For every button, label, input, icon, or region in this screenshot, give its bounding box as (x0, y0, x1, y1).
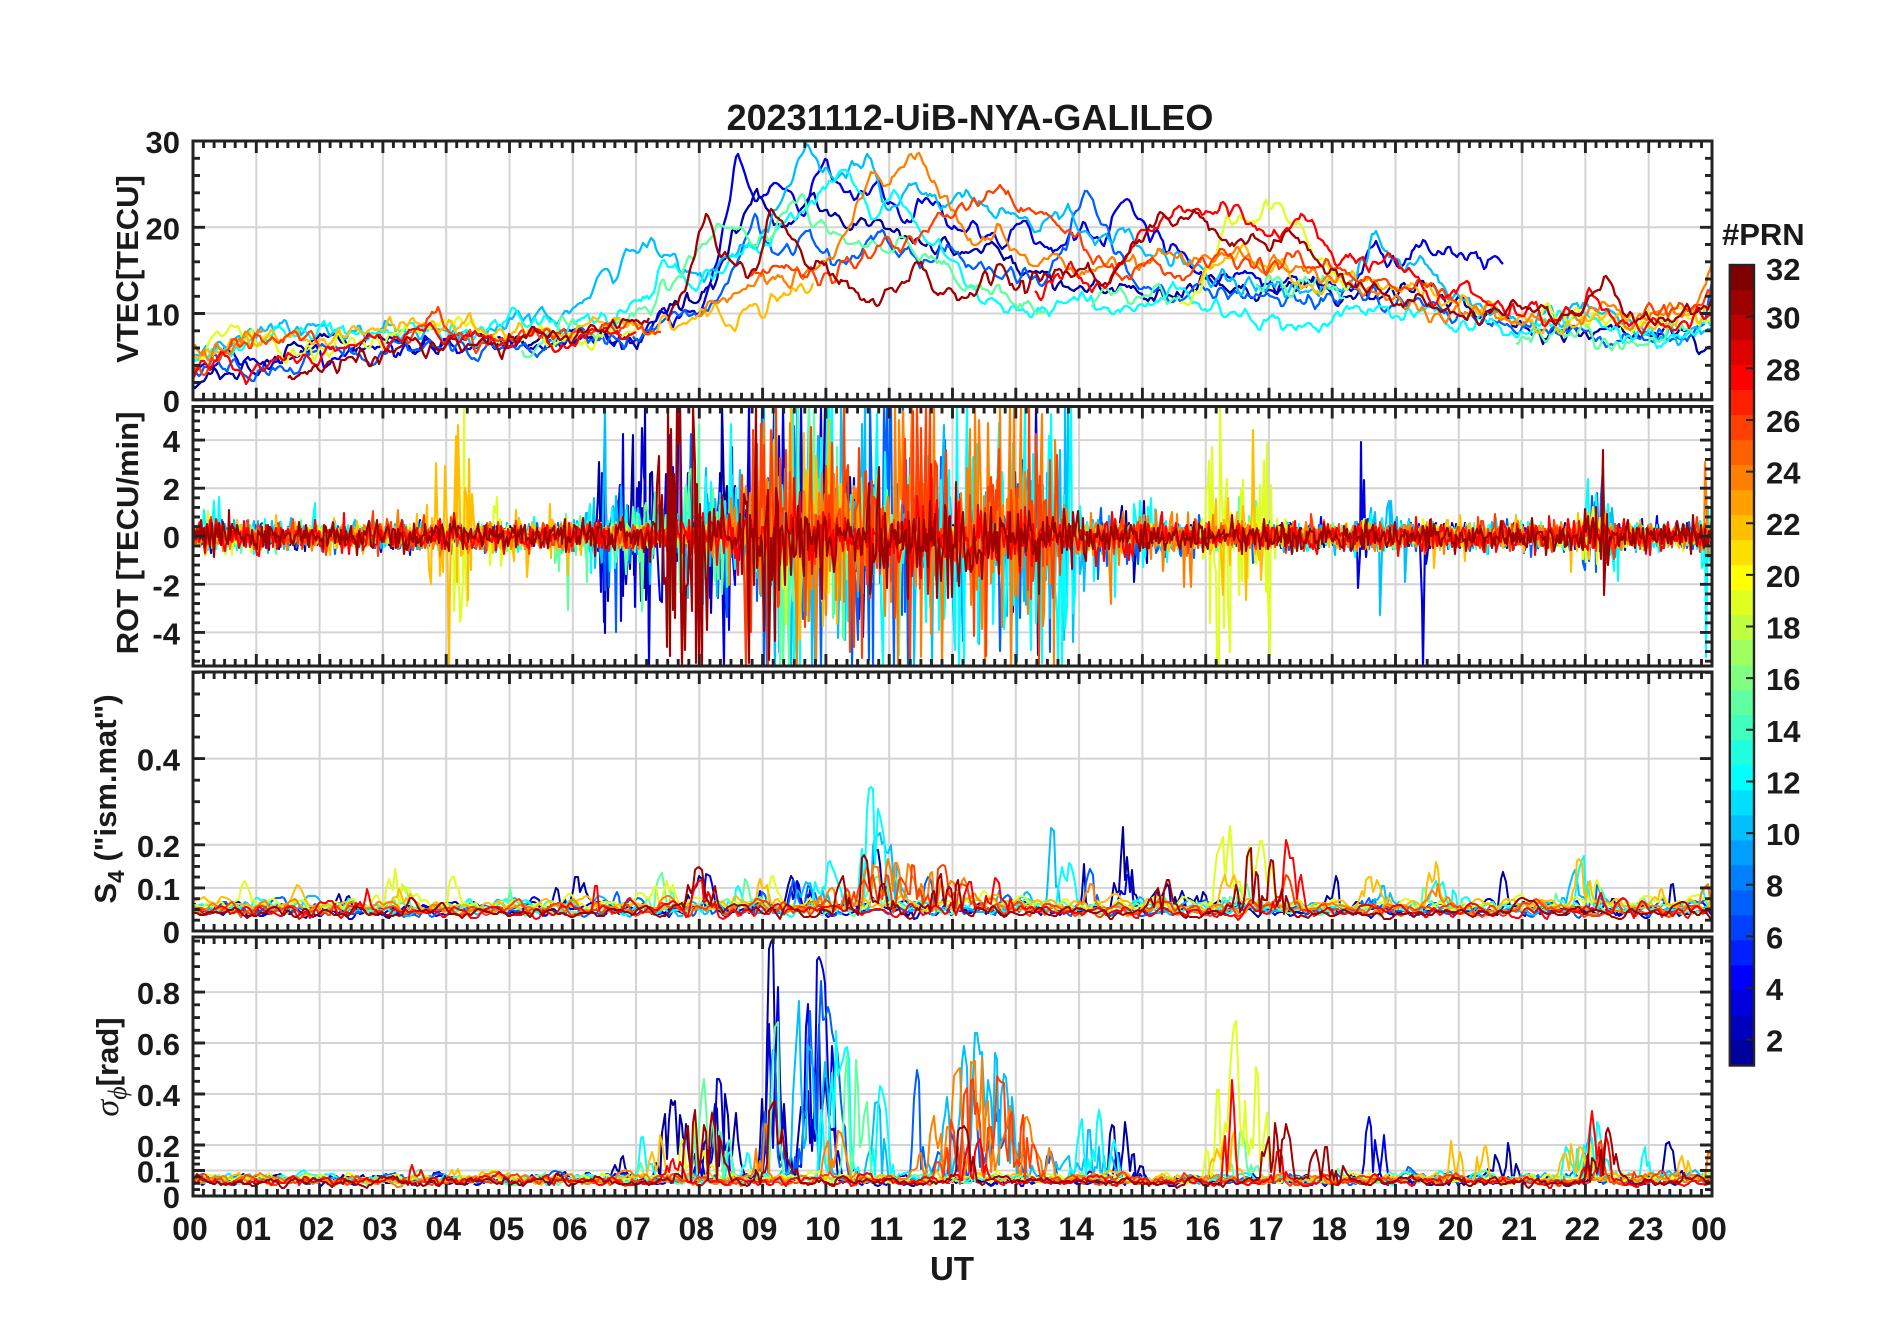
svg-text:04: 04 (425, 1211, 461, 1247)
svg-text:28: 28 (1766, 352, 1800, 387)
svg-text:02: 02 (299, 1211, 335, 1247)
svg-text:14: 14 (1766, 714, 1801, 749)
svg-text:30: 30 (1766, 301, 1800, 336)
svg-text:15: 15 (1122, 1211, 1158, 1247)
svg-text:0.6: 0.6 (137, 1027, 180, 1062)
svg-text:-4: -4 (152, 616, 180, 651)
svg-text:2: 2 (163, 472, 180, 507)
svg-text:26: 26 (1766, 404, 1800, 439)
svg-text:0.8: 0.8 (137, 976, 180, 1011)
svg-text:09: 09 (742, 1211, 778, 1247)
svg-text:0: 0 (163, 520, 180, 555)
svg-text:S4 ("ism.mat"): S4 ("ism.mat") (88, 694, 129, 903)
svg-text:14: 14 (1058, 1211, 1094, 1247)
svg-text:07: 07 (615, 1211, 651, 1247)
svg-text:#PRN: #PRN (1722, 217, 1805, 252)
svg-text:VTEC[TECU]: VTEC[TECU] (110, 175, 145, 363)
svg-text:18: 18 (1311, 1211, 1347, 1247)
svg-text:0.4: 0.4 (137, 1078, 181, 1113)
svg-text:24: 24 (1766, 456, 1801, 491)
svg-text:12: 12 (1766, 766, 1800, 801)
svg-text:12: 12 (932, 1211, 968, 1247)
svg-text:-2: -2 (152, 568, 180, 603)
svg-text:8: 8 (1766, 869, 1783, 904)
svg-text:4: 4 (163, 424, 181, 459)
svg-text:20: 20 (1438, 1211, 1474, 1247)
svg-text:05: 05 (489, 1211, 525, 1247)
svg-text:0.1: 0.1 (137, 872, 180, 907)
svg-text:0: 0 (163, 915, 180, 950)
svg-text:4: 4 (1766, 972, 1784, 1007)
svg-text:10: 10 (805, 1211, 841, 1247)
svg-text:21: 21 (1501, 1211, 1537, 1247)
svg-text:0.1: 0.1 (137, 1155, 180, 1190)
svg-text:16: 16 (1185, 1211, 1221, 1247)
svg-text:0: 0 (163, 384, 180, 419)
svg-text:UT: UT (930, 1250, 974, 1287)
svg-text:00: 00 (172, 1211, 208, 1247)
svg-text:0: 0 (163, 1180, 180, 1215)
svg-text:20: 20 (146, 211, 180, 246)
svg-text:0.2: 0.2 (137, 1129, 180, 1164)
svg-text:11: 11 (869, 1211, 903, 1247)
svg-text:16: 16 (1766, 662, 1800, 697)
svg-text:10: 10 (1766, 817, 1800, 852)
svg-text:30: 30 (146, 125, 180, 160)
svg-text:2: 2 (1766, 1024, 1783, 1059)
svg-text:00: 00 (1691, 1211, 1727, 1247)
svg-text:06: 06 (552, 1211, 588, 1247)
svg-text:20231112-UiB-NYA-GALILEO: 20231112-UiB-NYA-GALILEO (727, 97, 1214, 138)
svg-text:32: 32 (1766, 252, 1800, 287)
svg-text:13: 13 (995, 1211, 1031, 1247)
svg-text:17: 17 (1248, 1211, 1284, 1247)
svg-text:19: 19 (1375, 1211, 1411, 1247)
svg-text:10: 10 (146, 298, 180, 333)
svg-text:0.2: 0.2 (137, 829, 180, 864)
svg-text:23: 23 (1628, 1211, 1664, 1247)
svg-text:σϕ[rad]: σϕ[rad] (89, 1017, 132, 1116)
svg-text:03: 03 (362, 1211, 398, 1247)
svg-text:18: 18 (1766, 611, 1800, 646)
svg-text:22: 22 (1565, 1211, 1601, 1247)
svg-text:ROT [TECU/min]: ROT [TECU/min] (110, 412, 145, 655)
svg-text:6: 6 (1766, 920, 1783, 955)
svg-text:20: 20 (1766, 559, 1800, 594)
svg-text:22: 22 (1766, 507, 1800, 542)
svg-text:01: 01 (236, 1211, 272, 1247)
svg-text:08: 08 (679, 1211, 715, 1247)
svg-text:0.4: 0.4 (137, 743, 181, 778)
